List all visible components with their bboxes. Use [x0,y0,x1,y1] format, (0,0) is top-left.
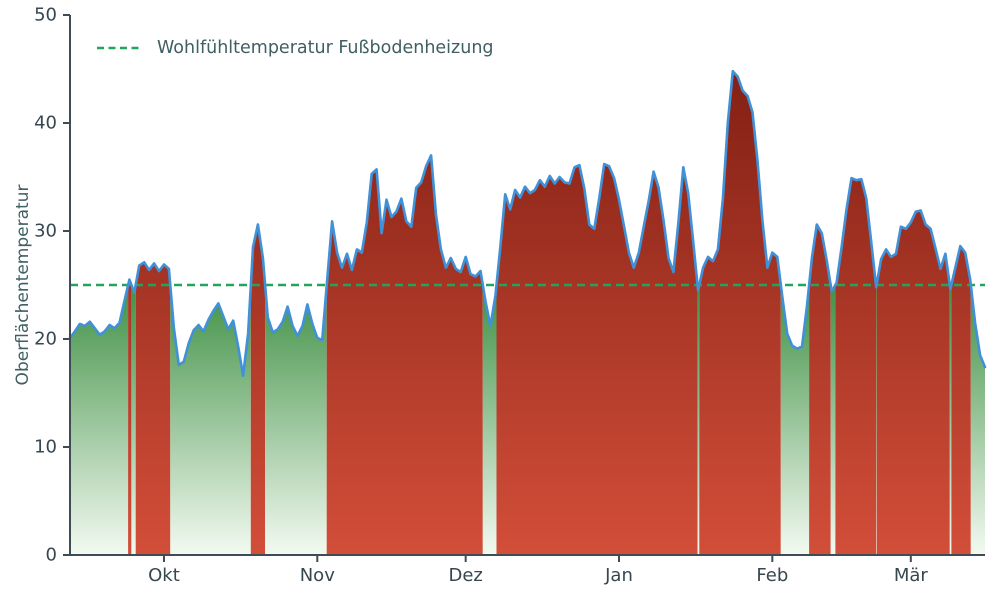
x-tick-label: Mär [894,565,929,586]
fill-above-threshold [876,210,950,555]
fill-below-threshold [830,285,836,555]
x-tick-label: Jan [604,565,633,586]
fill-below-threshold [131,285,136,555]
fill-above-threshold [250,224,266,555]
fill-below-threshold [170,285,251,555]
x-tick-label: Okt [148,565,180,586]
fill-below-threshold [970,285,985,555]
fill-below-threshold [697,285,700,555]
fill-above-threshold [809,224,831,555]
y-tick-label: 20 [34,329,57,350]
y-tick-label: 40 [34,113,57,134]
fill-above-threshold [496,164,698,555]
fill-below-threshold [265,285,327,555]
legend: Wohlfühltemperatur Fußbodenheizung [96,38,494,58]
fill-below-threshold [949,285,952,555]
fill-above-threshold [135,262,171,555]
y-tick-label: 50 [34,5,57,26]
y-tick-label: 10 [34,437,57,458]
x-tick-label: Nov [300,565,335,586]
x-tick-label: Feb [756,565,788,586]
fill-above-threshold [128,279,132,555]
fill-below-threshold [70,285,129,555]
y-tick-label: 30 [34,221,57,242]
fill-above-threshold [951,246,971,555]
fill-above-threshold [835,178,876,555]
fill-below-threshold [482,285,497,555]
fill-below-threshold [780,285,810,555]
fill-above-threshold [699,71,781,555]
y-axis-title: Oberflächentemperatur [13,184,33,386]
legend-label: Wohlfühltemperatur Fußbodenheizung [157,38,494,58]
x-tick-label: Dez [448,565,482,586]
y-tick-label: 0 [46,545,57,566]
fill-below-threshold [876,285,877,555]
temperature-curve [68,69,987,377]
dashed-line-swatch [97,46,142,50]
fill-above-threshold [326,155,483,555]
